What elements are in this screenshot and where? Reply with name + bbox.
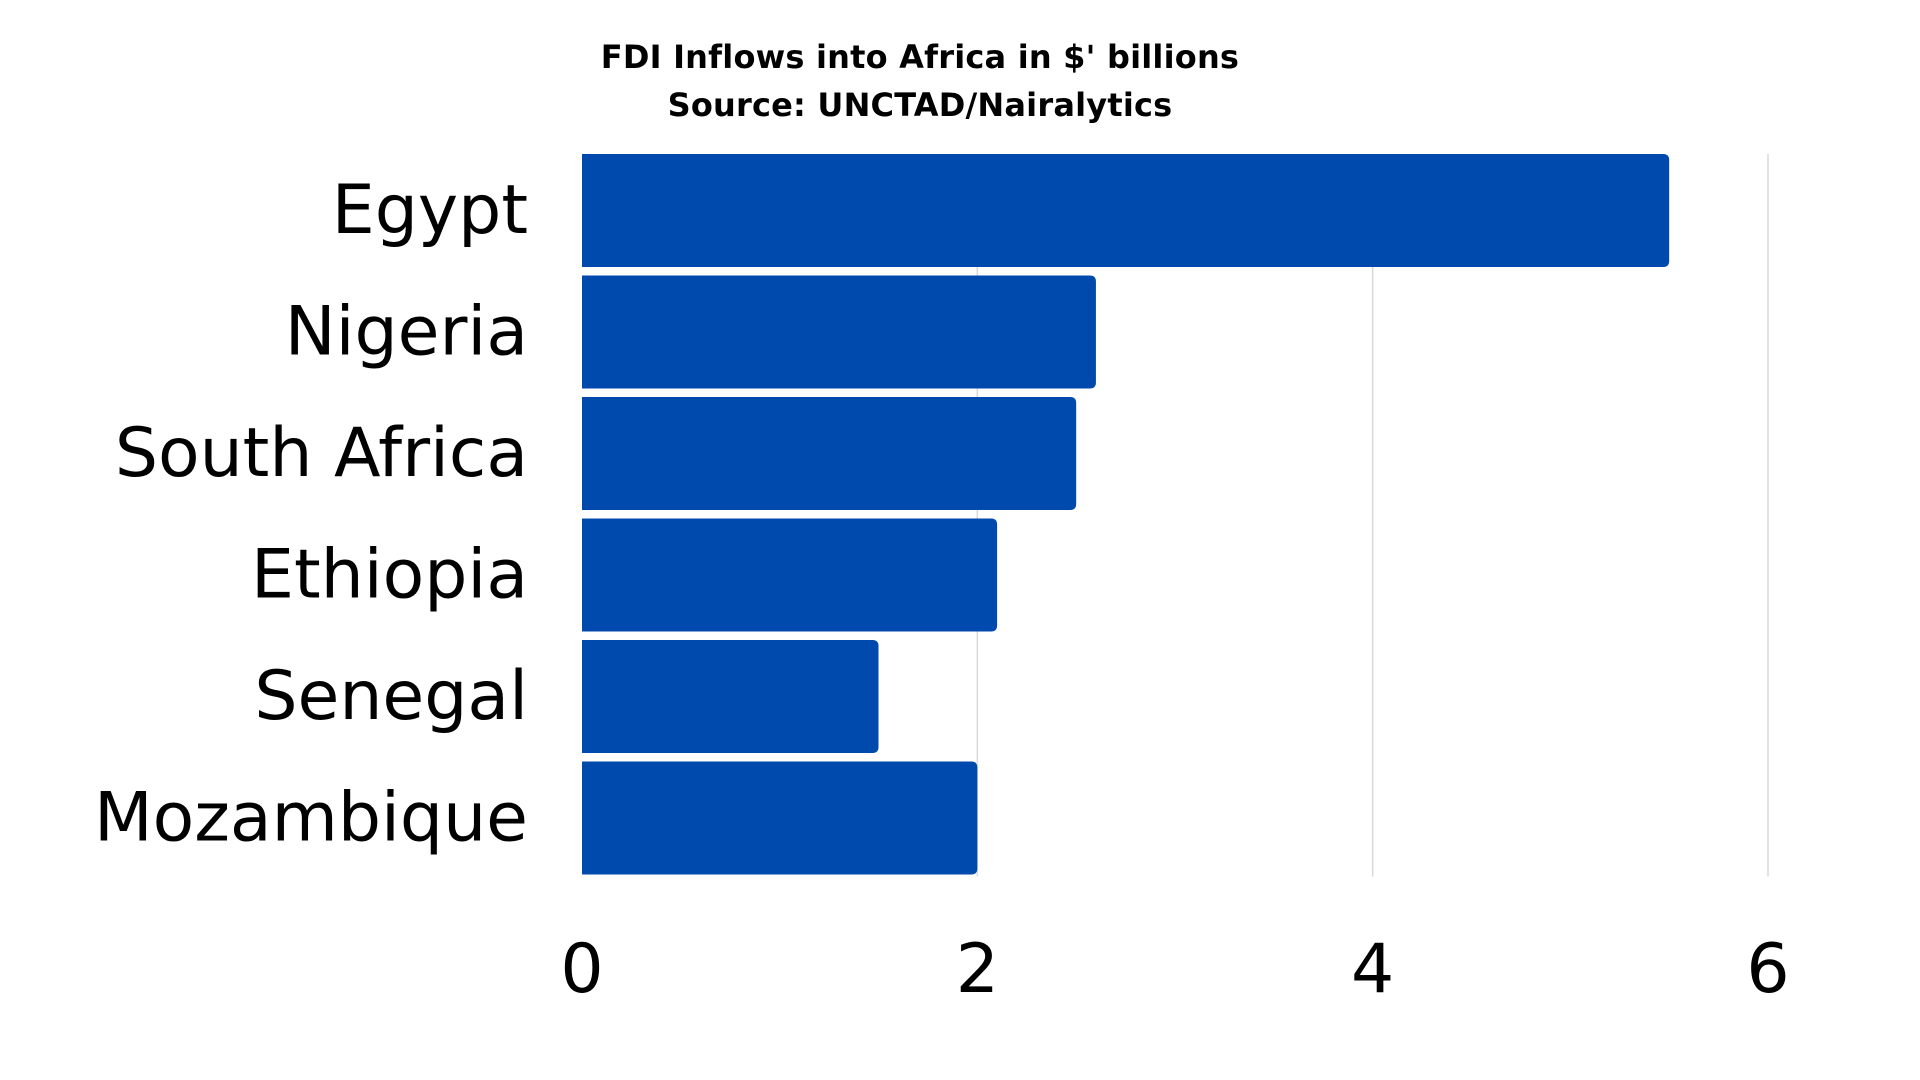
chart-title: FDI Inflows into Africa in $' billions: [600, 38, 1240, 76]
chart-subtitle: Source: UNCTAD/Nairalytics: [667, 86, 1173, 124]
category-label-ethiopia: Ethiopia: [251, 536, 528, 615]
x-tick-label-2: 2: [956, 930, 999, 1009]
bars: [582, 154, 1670, 875]
category-label-senegal: Senegal: [254, 657, 528, 736]
x-axis-tick-labels: 0 2 4 6: [560, 930, 1789, 1009]
category-label-nigeria: Nigeria: [285, 293, 528, 372]
category-label-south-africa: South Africa: [115, 414, 528, 493]
bar-senegal: [582, 640, 879, 753]
category-label-mozambique: Mozambique: [94, 779, 528, 858]
category-label-egypt: Egypt: [332, 171, 528, 250]
x-tick-label-0: 0: [560, 930, 603, 1009]
bar-ethiopia: [582, 518, 998, 632]
bar-south-africa: [582, 397, 1077, 510]
x-tick-label-6: 6: [1746, 930, 1789, 1009]
bar-mozambique: [582, 761, 978, 875]
x-tick-label-4: 4: [1351, 930, 1394, 1009]
category-labels: Egypt Nigeria South Africa Ethiopia Senegal M…: [94, 171, 528, 858]
bar-nigeria: [582, 275, 1096, 389]
bar-egypt: [582, 154, 1670, 267]
gridlines: [976, 154, 1769, 877]
